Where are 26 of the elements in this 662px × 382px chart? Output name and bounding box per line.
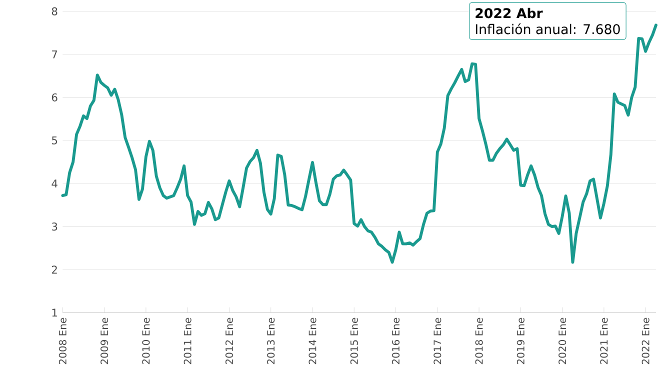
y-tick-label: 7 [52,50,58,58]
x-tick-label: 2008 Ene [58,318,66,364]
y-tick-label: 2 [52,266,57,274]
x-tick-label: 2017 Ene [434,318,442,364]
line-series [61,24,658,264]
x-tick-label: 2021 Ene [600,318,608,364]
x-tick-label: 2013 Ene [267,318,275,364]
x-tick-label: 2022 Ene [642,318,650,364]
x-tick-label: 2012 Ene [225,318,234,364]
x-tick-label: 2016 Ene [392,318,400,364]
x-tick-label: 2015 Ene [350,318,358,364]
x-tick-label: 2009 Ene [100,318,108,364]
annotation: Inflación anual: 7.680 [476,23,620,34]
x-tick-label: 2010 Ene [142,318,150,364]
x-tick-label: 2014 Ene [308,318,316,364]
y-tick-label: 5 [52,136,58,144]
y-tick-label: 3 [52,222,58,231]
x-tick-label: 2020 Ene [558,318,566,364]
y-tick-label: 1 [52,308,57,317]
x-tick-label: 2018 Ene [475,318,483,364]
x-tick-label: 2011 Ene [184,318,192,364]
annotation: 2022 Abr [476,8,543,18]
y-tick-label: 8 [52,7,58,16]
x-tick-label: 2019 Ene [516,318,524,364]
y-tick-label: 4 [52,180,58,188]
y-tick-label: 6 [52,93,58,102]
